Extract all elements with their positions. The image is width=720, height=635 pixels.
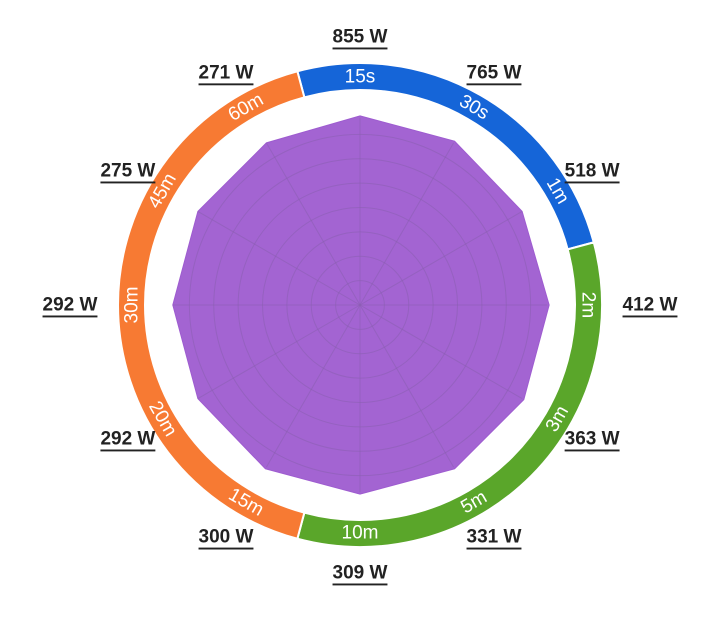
power-label-30s: 765 W (467, 62, 522, 83)
duration-label-2m: 2m (578, 292, 599, 318)
grid-spoke-60m (265, 142, 361, 306)
grid-spoke-30s (359, 142, 455, 306)
duration-label-10m: 10m (342, 523, 379, 544)
power-label-5m: 331 W (467, 527, 522, 548)
ring-segment-endurance (117, 70, 306, 540)
duration-label-15s: 15s (345, 67, 376, 88)
power-label-2m: 412 W (623, 295, 678, 316)
power-label-20m: 292 W (100, 429, 155, 450)
power-label-10m: 309 W (333, 563, 388, 584)
power-label-1m: 518 W (565, 161, 620, 182)
power-label-45m: 275 W (100, 161, 155, 182)
power-label-15m: 300 W (199, 527, 254, 548)
grid-spoke-45m (197, 210, 361, 306)
power-label-30m: 292 W (43, 295, 98, 316)
duration-ring (117, 62, 603, 548)
grid-spoke-1m (359, 210, 523, 306)
grid-spoke-20m (197, 304, 361, 400)
power-label-60m: 271 W (199, 62, 254, 83)
power-label-15s: 855 W (333, 27, 388, 48)
grid-spoke-15m (265, 304, 361, 468)
grid-spoke-3m (359, 304, 523, 400)
grid-spoke-5m (359, 304, 455, 468)
duration-label-30m: 30m (122, 287, 143, 324)
radar-grid (172, 115, 550, 495)
power-label-3m: 363 W (565, 429, 620, 450)
power-labels: 855 W 765 W 518 W 412 W 363 W 331 W 309 W 300 W… (43, 27, 678, 584)
